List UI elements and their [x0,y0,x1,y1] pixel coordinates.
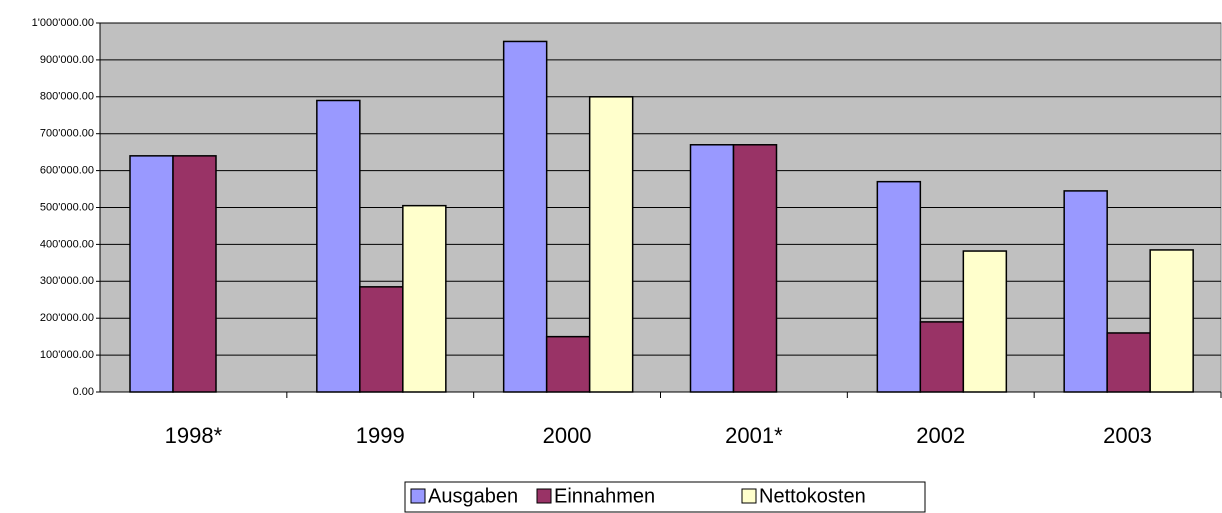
y-tick-label: 0.00 [73,386,94,398]
bar [402,204,447,393]
legend-swatch [410,488,426,504]
bar [732,144,778,393]
bar [316,99,361,393]
y-tick-label: 900'000.00 [40,54,94,66]
legend-swatch [536,488,552,504]
y-tick-label: 1'000'000.00 [32,17,94,29]
bar [919,321,965,393]
x-tick-label: 1998* [165,423,223,448]
bar [962,250,1008,393]
y-tick-label: 600'000.00 [40,165,94,177]
x-tick-label: 2001* [725,423,783,448]
bar [172,155,217,393]
bar [1106,332,1151,393]
y-tick-label: 400'000.00 [40,238,94,250]
y-tick-label: 800'000.00 [40,91,94,103]
x-tick-label: 2002 [916,423,965,448]
y-tick-label: 200'000.00 [40,312,94,324]
legend-label: Einnahmen [554,485,655,507]
legend-box [404,481,926,513]
bar [588,96,634,393]
y-tick-label: 100'000.00 [40,349,94,361]
y-tick-label: 300'000.00 [40,275,94,287]
y-tick-label: 700'000.00 [40,128,94,140]
bar [1063,190,1108,393]
bar [502,40,548,393]
bar [359,286,404,393]
legend-label: Nettokosten [759,485,866,507]
bar [1149,249,1194,393]
y-tick-label: 500'000.00 [40,201,94,213]
x-tick-label: 1999 [356,423,405,448]
bar [545,335,591,393]
legend-swatch [741,488,757,504]
bar [689,144,735,393]
x-tick-label: 2003 [1103,423,1152,448]
x-tick-label: 2000 [543,423,592,448]
bar [129,155,174,393]
legend-label: Ausgaben [428,485,518,507]
bar [876,180,922,393]
